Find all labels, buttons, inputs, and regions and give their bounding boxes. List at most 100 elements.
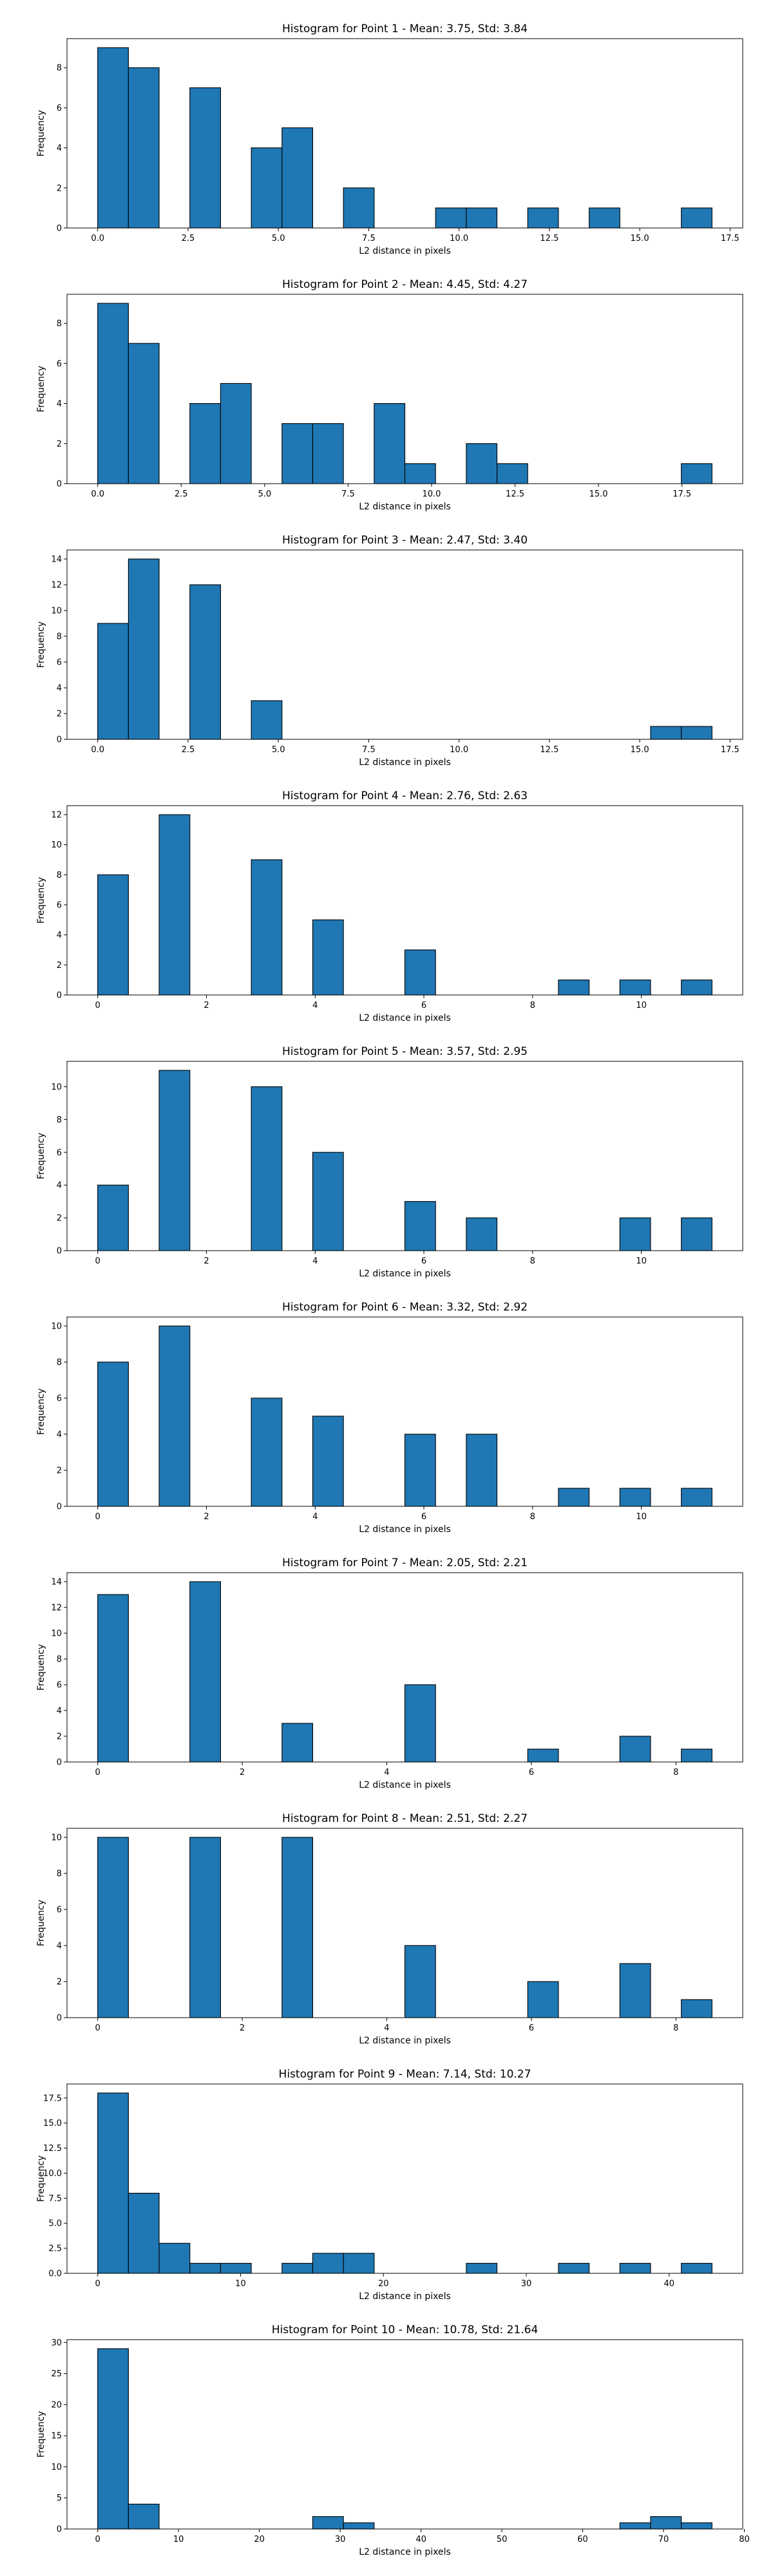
y-tick-label: 8 bbox=[57, 871, 62, 880]
histogram-bar bbox=[97, 1361, 129, 1507]
y-tick-label: 14 bbox=[51, 1578, 62, 1587]
histogram-bar bbox=[251, 700, 283, 740]
histogram-bar bbox=[282, 2262, 313, 2274]
y-tick-label: 14 bbox=[51, 555, 62, 565]
histogram-bar bbox=[189, 403, 221, 484]
y-tick-label: 6 bbox=[57, 1148, 62, 1158]
histogram-bar bbox=[619, 2522, 651, 2530]
histogram-bar bbox=[650, 726, 682, 740]
histogram-bar bbox=[251, 859, 283, 996]
plot-frame bbox=[66, 2339, 743, 2530]
y-tick-label: 2 bbox=[57, 184, 62, 193]
x-tick-label: 80 bbox=[739, 2535, 750, 2544]
y-tick-label: 10 bbox=[51, 1083, 62, 1092]
histogram-bar bbox=[97, 303, 129, 484]
chart-title: Histogram for Point 7 - Mean: 2.05, Std:… bbox=[282, 1557, 528, 1569]
histogram-bar bbox=[681, 980, 712, 996]
x-tick-label: 17.5 bbox=[673, 489, 691, 499]
x-tick-label: 6 bbox=[529, 2023, 534, 2033]
histogram-bar bbox=[128, 2193, 160, 2274]
y-axis-label: Frequency bbox=[36, 1644, 46, 1690]
y-tick-label: 8 bbox=[57, 1655, 62, 1665]
histogram-bar bbox=[496, 463, 528, 484]
histogram-panel-3: 0.0 2.5 5.0 7.5 10.0 12.5 15.0 17.5 0 2 4 6 8 10 12 14 H… bbox=[36, 534, 743, 768]
plot-frame bbox=[66, 805, 743, 996]
histogram-bar bbox=[466, 1217, 498, 1251]
histogram-bar bbox=[312, 2253, 344, 2274]
histogram-bar bbox=[619, 1488, 651, 1507]
histogram-bar bbox=[404, 949, 436, 996]
histogram-bar bbox=[681, 1748, 712, 1763]
x-tick-label: 8 bbox=[530, 1256, 535, 1266]
histogram-panel-4: 0 2 4 6 8 10 0 2 4 6 8 10 12 Histogram for Point 4 - … bbox=[36, 790, 743, 1023]
y-tick-label: 30 bbox=[51, 2338, 62, 2348]
y-tick-label: 4 bbox=[57, 144, 62, 153]
histogram-bar bbox=[251, 1397, 283, 1507]
y-tick-label: 6 bbox=[57, 1906, 62, 1915]
y-tick-label: 2 bbox=[57, 1214, 62, 1224]
chart-title: Histogram for Point 10 - Mean: 10.78, St… bbox=[272, 2324, 539, 2336]
x-tick-label: 20 bbox=[378, 2279, 389, 2289]
x-tick-label: 6 bbox=[421, 1512, 426, 1522]
x-tick-label: 4 bbox=[312, 1256, 318, 1266]
y-axis-label: Frequency bbox=[36, 877, 46, 923]
x-axis-label: L2 distance in pixels bbox=[359, 502, 451, 512]
chart-title: Histogram for Point 9 - Mean: 7.14, Std:… bbox=[279, 2068, 531, 2081]
histogram-bar bbox=[466, 2262, 498, 2274]
histogram-bar bbox=[128, 2503, 160, 2530]
y-tick-label: 12.5 bbox=[43, 2144, 62, 2154]
histogram-bar bbox=[681, 2522, 712, 2530]
histogram-panel-7: 0 2 4 6 8 0 2 4 6 8 10 12 14 Histogram for Point 7 - … bbox=[36, 1557, 743, 1790]
x-tick-label: 12.5 bbox=[540, 234, 558, 243]
histogram-bar bbox=[251, 1086, 283, 1251]
y-tick-label: 6 bbox=[57, 658, 62, 668]
x-tick-label: 30 bbox=[335, 2535, 346, 2544]
x-tick-label: 40 bbox=[664, 2279, 675, 2289]
histogram-bar bbox=[97, 1184, 129, 1251]
y-tick-label: 6 bbox=[57, 901, 62, 911]
x-tick-label: 8 bbox=[673, 2023, 678, 2033]
histogram-bar bbox=[404, 463, 436, 484]
histogram-bar bbox=[282, 423, 313, 484]
y-tick-label: 20 bbox=[51, 2400, 62, 2410]
y-axis-label: Frequency bbox=[36, 2155, 46, 2202]
histogram-bar bbox=[312, 1416, 344, 1507]
histogram-bar bbox=[374, 403, 406, 484]
x-tick-label: 4 bbox=[384, 2023, 389, 2033]
histogram-bar bbox=[97, 2348, 129, 2530]
y-tick-label: 4 bbox=[57, 684, 62, 694]
y-tick-label: 4 bbox=[57, 931, 62, 940]
y-tick-label: 5.0 bbox=[48, 2219, 62, 2229]
y-tick-label: 4 bbox=[57, 1707, 62, 1716]
x-tick-label: 0 bbox=[95, 2279, 100, 2289]
histogram-bar bbox=[558, 2262, 590, 2274]
plot-frame bbox=[66, 549, 743, 740]
y-tick-label: 2 bbox=[57, 710, 62, 719]
x-tick-label: 10 bbox=[235, 2279, 246, 2289]
x-tick-label: 0.0 bbox=[91, 234, 104, 243]
y-tick-label: 0 bbox=[57, 480, 62, 489]
x-tick-label: 2 bbox=[240, 2023, 245, 2033]
y-tick-label: 6 bbox=[57, 1681, 62, 1690]
histogram-bar bbox=[312, 423, 344, 484]
y-tick-label: 5 bbox=[57, 2494, 62, 2503]
y-tick-label: 25 bbox=[51, 2369, 62, 2379]
histogram-bar bbox=[158, 1325, 191, 1507]
x-tick-label: 2.5 bbox=[182, 234, 195, 243]
y-tick-label: 12 bbox=[51, 581, 62, 591]
y-tick-label: 0 bbox=[57, 2014, 62, 2023]
x-tick-label: 0 bbox=[95, 2023, 100, 2033]
y-tick-label: 15.0 bbox=[43, 2119, 62, 2128]
plot-frame bbox=[66, 1316, 743, 1507]
histogram-bar bbox=[527, 1981, 559, 2018]
x-tick-label: 60 bbox=[577, 2535, 588, 2544]
histogram-bar bbox=[189, 1581, 221, 1763]
histogram-bar bbox=[158, 814, 191, 996]
histogram-bar bbox=[97, 874, 129, 996]
y-tick-label: 6 bbox=[57, 104, 62, 113]
x-tick-label: 10.0 bbox=[450, 234, 468, 243]
histogram-bar bbox=[158, 1070, 191, 1251]
x-tick-label: 15.0 bbox=[589, 489, 608, 499]
y-axis-label: Frequency bbox=[36, 366, 46, 412]
